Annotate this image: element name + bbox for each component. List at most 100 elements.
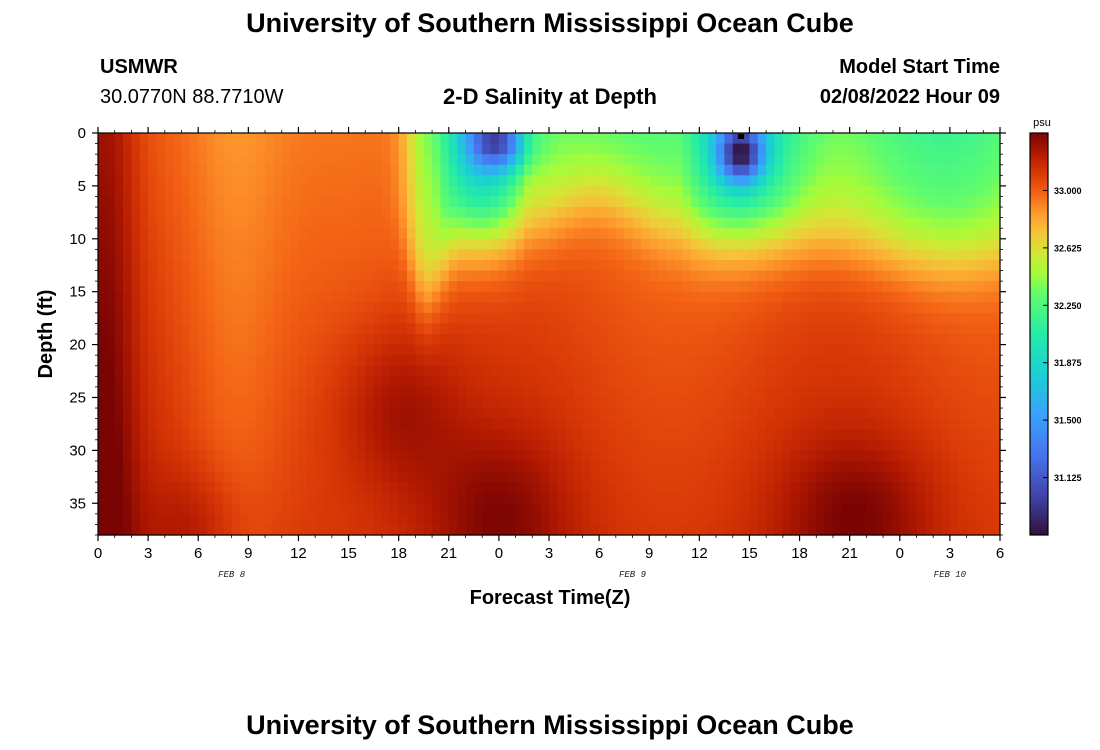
heatmap-cell (874, 312, 884, 325)
heatmap-cell (248, 492, 258, 504)
heatmap-cell (774, 302, 784, 314)
heatmap-cell (248, 524, 258, 536)
heatmap-cell (924, 408, 934, 420)
heatmap-cell (858, 249, 867, 261)
heatmap-cell (482, 482, 492, 494)
heatmap-cell (173, 386, 183, 399)
heatmap-cell (281, 460, 291, 473)
heatmap-cell (590, 429, 600, 441)
heatmap-cell (507, 164, 517, 176)
heatmap-cell (908, 408, 918, 420)
heatmap-cell (757, 376, 767, 388)
heatmap-cell (148, 312, 158, 325)
heatmap-cell (306, 503, 316, 515)
heatmap-cell (131, 513, 141, 526)
heatmap-cell (807, 397, 817, 409)
heatmap-cell (665, 175, 675, 187)
heatmap-cell (515, 408, 525, 420)
heatmap-cell (807, 249, 817, 261)
heatmap-cell (849, 492, 859, 504)
heatmap-cell (373, 386, 383, 399)
heatmap-cell (565, 450, 575, 462)
heatmap-cell (173, 259, 183, 272)
heatmap-cell (473, 492, 483, 504)
heatmap-cell (315, 312, 325, 325)
heatmap-cell (582, 291, 592, 303)
heatmap-cell (373, 312, 383, 325)
heatmap-cell (640, 513, 650, 526)
heatmap-cell (849, 323, 859, 335)
heatmap-cell (699, 302, 709, 314)
heatmap-cell (373, 196, 383, 208)
heatmap-cell (139, 439, 149, 451)
heatmap-cell (707, 133, 717, 145)
heatmap-cell (498, 376, 508, 388)
heatmap-cell (749, 270, 759, 282)
heatmap-cell (607, 228, 617, 240)
heatmap-cell (256, 164, 266, 176)
heatmap-cell (582, 185, 592, 198)
heatmap-cell (774, 196, 784, 208)
heatmap-cell (448, 196, 458, 208)
y-tick-label: 15 (69, 284, 86, 301)
heatmap-cell (874, 334, 884, 346)
heatmap-cell (966, 207, 976, 219)
heatmap-cell (298, 524, 308, 536)
heatmap-cell (490, 207, 500, 219)
heatmap-cell (507, 217, 517, 229)
heatmap-cell (156, 302, 166, 314)
heatmap-cell (139, 185, 149, 198)
heatmap-cell (189, 312, 199, 325)
heatmap-cell (223, 238, 233, 250)
heatmap-cell (198, 281, 208, 293)
heatmap-cell (306, 334, 316, 346)
heatmap-cell (590, 302, 600, 314)
heatmap-cell (657, 196, 667, 208)
heatmap-cell (298, 238, 308, 250)
heatmap-cell (315, 175, 325, 187)
heatmap-cell (206, 133, 216, 145)
heatmap-cell (841, 154, 851, 166)
heatmap-cell (323, 270, 333, 282)
heatmap-cell (941, 175, 951, 187)
x-tick-label: 6 (996, 545, 1004, 562)
heatmap-cell (348, 207, 358, 219)
heatmap-cell (306, 344, 316, 356)
heatmap-cell (231, 418, 241, 430)
heatmap-cell (114, 397, 124, 409)
heatmap-cell (649, 334, 659, 346)
heatmap-cell (540, 259, 550, 272)
heatmap-cell (248, 323, 258, 335)
heatmap-cell (173, 334, 183, 346)
heatmap-cell (674, 503, 684, 515)
heatmap-cell (590, 408, 600, 420)
heatmap-cell (365, 323, 375, 335)
heatmap-cell (390, 503, 400, 515)
heatmap-cell (348, 238, 358, 250)
heatmap-cell (498, 482, 508, 494)
heatmap-cell (891, 376, 901, 388)
heatmap-cell (749, 408, 759, 420)
heatmap-cell (523, 238, 533, 250)
heatmap-cell (432, 207, 442, 219)
heatmap-cell (189, 397, 199, 409)
heatmap-cell (899, 175, 909, 187)
heatmap-cell (98, 450, 107, 462)
heatmap-cell (866, 439, 876, 451)
heatmap-cell (732, 418, 742, 430)
heatmap-cell (189, 249, 199, 261)
heatmap-cell (298, 196, 308, 208)
heatmap-cell (114, 429, 124, 441)
heatmap-cell (791, 133, 801, 145)
heatmap-cell (924, 439, 934, 451)
heatmap-cell (198, 503, 208, 515)
heatmap-cell (582, 355, 592, 367)
heatmap-cell (515, 460, 525, 473)
heatmap-cell (131, 133, 141, 145)
heatmap-cell (624, 334, 634, 346)
heatmap-cell (824, 397, 834, 409)
heatmap-cell (348, 323, 358, 335)
heatmap-cell (331, 164, 341, 176)
heatmap-cell (148, 471, 158, 483)
heatmap-cell (315, 228, 325, 240)
